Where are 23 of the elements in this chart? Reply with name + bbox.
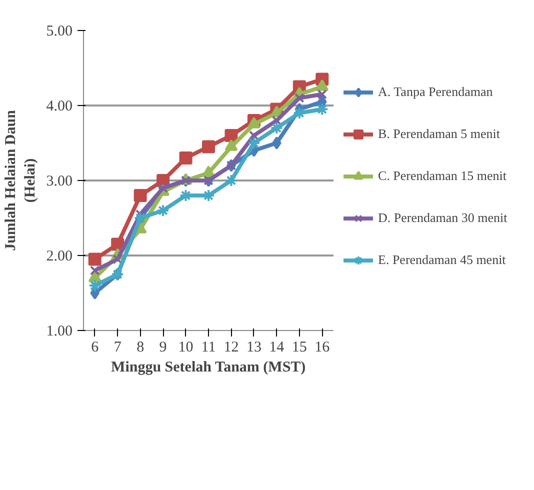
legend-label: E. Perendaman 45 menit [378,252,506,268]
y-tick-label: 3.00 [46,174,72,190]
x-tick-label: 14 [269,340,285,356]
legend-label: A. Tanpa Perendaman [378,84,493,100]
y-tick-label: 2.00 [46,248,72,264]
legend-label: B. Perendaman 5 menit [378,126,500,142]
x-tick-label: 13 [246,340,262,356]
x-tick-label: 15 [292,340,307,356]
x-tick-label: 9 [159,340,167,356]
legend-label: C. Perendaman 15 menit [378,168,507,184]
legend-label: D. Perendaman 30 menit [378,210,508,226]
x-tick-label: 7 [114,340,122,356]
x-axis-title: Minggu Setelah Tanam (MST) [111,360,306,376]
y-tick-label: 1.00 [46,324,72,340]
y-tick-label: 5.00 [46,24,72,40]
y-tick-label: 4.00 [46,98,72,114]
x-tick-label: 10 [178,340,194,356]
x-tick-label: 11 [201,340,216,356]
x-tick-label: 16 [314,340,330,356]
x-tick-label: 6 [91,340,100,356]
x-tick-label: 8 [136,340,144,356]
y-axis-title: Jumlah Helaian Daun (Helai) [3,109,38,251]
x-tick-label: 12 [224,340,239,356]
